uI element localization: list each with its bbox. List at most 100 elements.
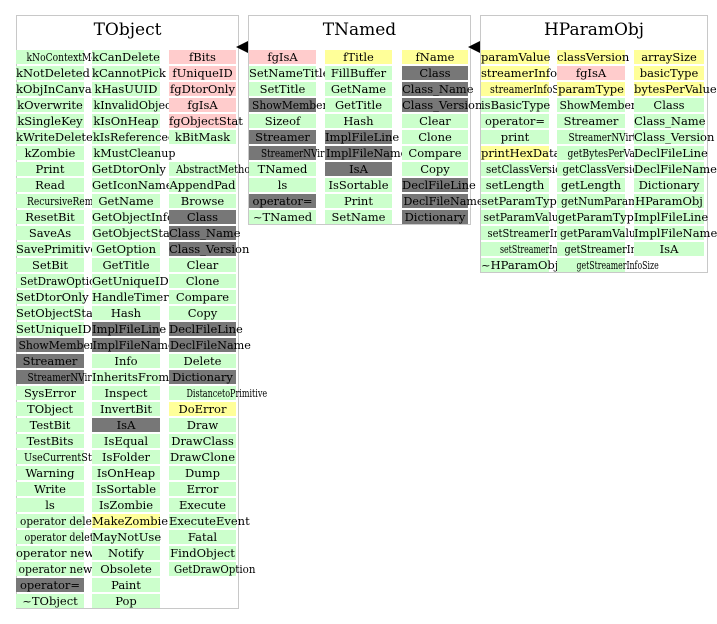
member-entry[interactable]: SetUniqueID [16, 322, 91, 336]
member-entry[interactable]: getStreamerInfoSize [557, 258, 659, 272]
member-entry[interactable]: DoError [169, 402, 236, 416]
member-entry[interactable]: setParamValue [481, 210, 565, 224]
member-entry[interactable]: GetDrawOption [169, 562, 255, 576]
member-entry[interactable]: ls [249, 178, 316, 192]
member-entry[interactable]: arraySize [634, 50, 704, 64]
member-entry[interactable]: Sizeof [249, 114, 316, 128]
member-entry[interactable]: fgIsA [557, 66, 625, 80]
member-entry[interactable]: InheritsFrom [92, 370, 169, 384]
member-entry[interactable]: Obsolete [92, 562, 160, 576]
member-entry[interactable]: GetObjectStat [92, 226, 174, 240]
member-entry[interactable]: Dictionary [402, 210, 468, 224]
member-entry[interactable]: fUniqueID [169, 66, 236, 80]
member-entry[interactable]: Delete [169, 354, 236, 368]
member-entry[interactable]: Pop [92, 594, 160, 608]
member-entry[interactable]: kIsOnHeap [92, 114, 160, 128]
member-entry[interactable]: getParamType [557, 210, 640, 224]
member-entry[interactable]: HandleTimer [92, 290, 169, 304]
member-entry[interactable]: setParamType [481, 194, 564, 208]
member-entry[interactable]: kSingleKey [16, 114, 84, 128]
member-entry[interactable]: fName [402, 50, 468, 64]
member-entry[interactable]: basicType [634, 66, 704, 80]
member-entry[interactable]: getNumParams [557, 194, 643, 208]
member-entry[interactable]: fgObjectStat [169, 114, 243, 128]
member-entry[interactable]: operator new [16, 546, 94, 560]
member-entry[interactable]: SetName [325, 210, 392, 224]
member-entry[interactable]: fgDtorOnly [169, 82, 236, 96]
member-entry[interactable]: Class_Name [634, 114, 706, 128]
member-entry[interactable]: Clear [402, 114, 468, 128]
member-entry[interactable]: streamerInfo [481, 66, 557, 80]
member-entry[interactable]: kWriteDelete [16, 130, 93, 144]
member-entry[interactable]: setClassVersion [481, 162, 568, 176]
member-entry[interactable]: streamerInfoSize [481, 82, 572, 96]
member-entry[interactable]: SetTitle [249, 82, 316, 96]
member-entry[interactable]: Class_Name [402, 82, 474, 96]
member-entry[interactable]: DrawClass [169, 434, 236, 448]
member-entry[interactable]: GetUniqueID [92, 274, 169, 288]
member-entry[interactable]: StreamerNVirtual [557, 130, 650, 144]
member-entry[interactable]: Fatal [169, 530, 236, 544]
member-entry[interactable]: FindObject [169, 546, 236, 560]
member-entry[interactable]: operator= [481, 114, 549, 128]
member-entry[interactable]: ShowMembers [16, 338, 101, 352]
member-entry[interactable]: SavePrimitive [16, 242, 97, 256]
member-entry[interactable]: getLength [557, 178, 625, 192]
member-entry[interactable]: ls [16, 498, 84, 512]
member-entry[interactable]: ImplFileName [92, 338, 175, 352]
member-entry[interactable]: DistancetoPrimitive [169, 386, 267, 400]
member-entry[interactable]: setStreamerInfoSize [481, 242, 582, 256]
member-entry[interactable]: Dump [169, 466, 236, 480]
member-entry[interactable]: kCanDelete [92, 50, 160, 64]
member-entry[interactable]: isBasicType [481, 98, 550, 112]
member-entry[interactable]: Class [634, 98, 704, 112]
member-entry[interactable]: ShowMembers [249, 98, 333, 112]
member-entry[interactable]: Notify [92, 546, 160, 560]
member-entry[interactable]: IsA [92, 418, 160, 432]
member-entry[interactable]: IsZombie [92, 498, 160, 512]
member-entry[interactable]: kHasUUID [92, 82, 160, 96]
member-entry[interactable]: kNoContextMenu [16, 50, 109, 64]
member-entry[interactable]: UseCurrentStyle [16, 450, 106, 464]
member-entry[interactable]: ~TNamed [249, 210, 316, 224]
member-entry[interactable]: IsA [634, 242, 704, 256]
member-entry[interactable]: GetIconName [92, 178, 173, 192]
member-entry[interactable]: Execute [169, 498, 236, 512]
member-entry[interactable]: Warning [16, 466, 84, 480]
member-entry[interactable]: IsOnHeap [92, 466, 160, 480]
member-entry[interactable]: TNamed [249, 162, 316, 176]
member-entry[interactable]: Copy [402, 162, 468, 176]
member-entry[interactable]: SetNameTitle [249, 66, 329, 80]
member-entry[interactable]: kNotDeleted [16, 66, 90, 80]
member-entry[interactable]: Inspect [92, 386, 160, 400]
member-entry[interactable]: InvertBit [92, 402, 160, 416]
member-entry[interactable]: AbstractMethod [169, 162, 257, 176]
member-entry[interactable]: StreamerNVirtual [16, 370, 109, 384]
member-entry[interactable]: ImplFileName [325, 146, 407, 160]
member-entry[interactable]: Dictionary [169, 370, 236, 384]
member-entry[interactable]: DeclFileLine [634, 146, 708, 160]
member-entry[interactable]: Browse [169, 194, 236, 208]
member-entry[interactable]: Class_Version [402, 98, 482, 112]
member-entry[interactable]: Streamer [249, 130, 316, 144]
member-entry[interactable]: kBitMask [169, 130, 236, 144]
member-entry[interactable]: StreamerNVirtual [249, 146, 342, 160]
member-entry[interactable]: GetObjectInfo [92, 210, 174, 224]
member-entry[interactable]: IsSortable [92, 482, 160, 496]
member-entry[interactable]: kMustCleanup [92, 146, 176, 160]
member-entry[interactable]: Read [16, 178, 84, 192]
member-entry[interactable]: kObjInCanvas [16, 82, 98, 96]
member-entry[interactable]: ShowMembers [557, 98, 642, 112]
member-entry[interactable]: ImplFileLine [92, 322, 166, 336]
member-entry[interactable]: getStreamerInfo [557, 242, 646, 256]
member-entry[interactable]: operator= [249, 194, 316, 208]
member-entry[interactable]: TestBits [16, 434, 84, 448]
member-entry[interactable]: Class [169, 210, 236, 224]
member-entry[interactable]: IsFolder [92, 450, 160, 464]
member-entry[interactable]: Compare [169, 290, 236, 304]
member-entry[interactable]: Class_Name [169, 226, 241, 240]
member-entry[interactable]: IsSortable [325, 178, 392, 192]
member-entry[interactable]: Class [402, 66, 468, 80]
member-entry[interactable]: AppendPad [169, 178, 236, 192]
member-entry[interactable]: fBits [169, 50, 236, 64]
